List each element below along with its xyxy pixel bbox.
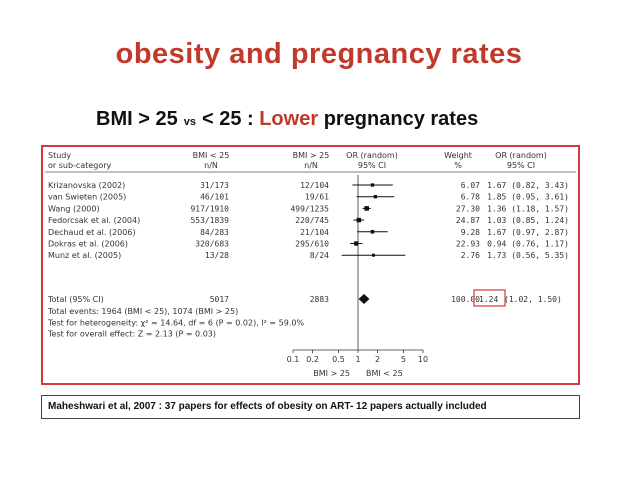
study-bmi-lt25: 917/1910	[190, 204, 229, 213]
study-bmi-lt25: 46/101	[200, 193, 229, 202]
study-weight: 6.07	[461, 181, 480, 190]
study-name: Munz et al. (2005)	[48, 251, 121, 260]
study-bmi-gt25: 499/1235	[290, 204, 329, 213]
study-or-ci: 1.67 (0.82, 3.43)	[487, 181, 569, 190]
total-or: 1.24	[479, 295, 498, 304]
study-point	[373, 195, 378, 199]
study-bmi-lt25: 13/28	[205, 251, 229, 260]
study-weight: 6.78	[461, 193, 480, 202]
study-bmi-gt25: 295/610	[295, 240, 329, 249]
study-name: Dokras et al. (2006)	[48, 240, 128, 249]
header-bmi-gt25-nN: n/N	[304, 161, 318, 170]
source-caption: Maheshwari et al, 2007 : 37 papers for e…	[41, 395, 580, 419]
header-ci-right: 95% CI	[507, 161, 535, 170]
x-tick-label: 1	[355, 355, 360, 364]
study-bmi-gt25: 12/104	[300, 181, 329, 190]
study-or-ci: 1.73 (0.56, 5.35)	[487, 251, 569, 260]
study-name: Krizanovska (2002)	[48, 181, 125, 190]
subtitle-lower: Lower	[259, 108, 319, 130]
study-bmi-gt25: 220/745	[295, 216, 329, 225]
subtitle-part2: < 25 :	[201, 108, 254, 130]
total-name: Total (95% CI)	[47, 295, 104, 304]
total-weight: 100.00	[451, 295, 480, 304]
study-or-ci: 1.85 (0.95, 3.61)	[487, 193, 569, 202]
subtitle-rest: pregnancy rates	[323, 108, 479, 130]
study-bmi-gt25: 19/61	[305, 193, 329, 202]
study-weight: 22.93	[456, 240, 480, 249]
study-name: Fedorcsak et al. (2004)	[48, 216, 140, 225]
study-bmi-gt25: 8/24	[310, 251, 329, 260]
study-name: van Swieten (2005)	[48, 193, 126, 202]
x-tick-label: 10	[418, 355, 428, 364]
forest-plot-frame: Study or sub-category BMI < 25 n/N BMI > 25 n…	[41, 145, 580, 385]
study-bmi-lt25: 553/1839	[190, 216, 229, 225]
study-bmi-lt25: 320/683	[195, 240, 229, 249]
total-bmi-gt25: 2883	[310, 295, 329, 304]
study-name: Dechaud et al. (2006)	[48, 228, 136, 237]
study-or-ci: 1.67 (0.97, 2.87)	[487, 228, 569, 237]
header-subcategory: or sub-category	[48, 161, 112, 170]
x-tick-label: 0.2	[306, 355, 319, 364]
study-name: Wang (2000)	[48, 204, 100, 213]
study-point	[370, 230, 375, 234]
study-weight: 27.30	[456, 204, 480, 213]
header-or-random-right: OR (random)	[495, 151, 547, 160]
x-label-right: BMI < 25	[366, 369, 403, 378]
study-weight: 24.87	[456, 216, 480, 225]
study-or-ci: 0.94 (0.76, 1.17)	[487, 240, 569, 249]
x-tick-label: 0.1	[287, 355, 300, 364]
study-point	[364, 206, 369, 211]
study-bmi-lt25: 31/173	[200, 181, 229, 190]
header-weight-pct: %	[454, 161, 462, 170]
study-or-ci: 1.03 (0.85, 1.24)	[487, 216, 569, 225]
header-weight: Weight	[444, 151, 472, 160]
subtitle-part1: BMI > 25	[96, 108, 178, 130]
subtitle-vs: vs	[183, 116, 196, 128]
study-weight: 2.76	[461, 251, 480, 260]
total-or-highlight	[473, 289, 506, 307]
header-or-ci: 95% CI	[358, 161, 386, 170]
study-bmi-lt25: 84/283	[200, 228, 229, 237]
header-bmi-lt25: BMI < 25	[193, 151, 230, 160]
study-weight: 9.28	[461, 228, 480, 237]
header-or-random: OR (random)	[346, 151, 398, 160]
x-tick-label: 5	[401, 355, 406, 364]
study-point	[354, 241, 359, 246]
study-bmi-gt25: 21/104	[300, 228, 329, 237]
slide-subtitle: BMI > 25 vs < 25 : Lower pregnancy rates	[96, 108, 478, 131]
summary-note: Total events: 1964 (BMI < 25), 1074 (BMI…	[47, 307, 238, 316]
study-point	[370, 183, 375, 187]
x-label-left: BMI > 25	[313, 369, 350, 378]
header-bmi-lt25-nN: n/N	[204, 161, 218, 170]
total-bmi-lt25: 5017	[210, 295, 229, 304]
summary-note: Test for heterogeneity: χ² = 14.64, df =…	[47, 318, 304, 327]
total-diamond	[358, 294, 370, 304]
x-tick-label: 2	[375, 355, 380, 364]
study-or-ci: 1.36 (1.18, 1.57)	[487, 204, 569, 213]
slide-title: obesity and pregnancy rates	[115, 38, 523, 70]
header-bmi-gt25: BMI > 25	[293, 151, 330, 160]
header-study: Study	[48, 151, 71, 160]
study-point	[371, 253, 375, 257]
study-point	[356, 217, 362, 223]
summary-note: Test for overall effect: Z = 2.13 (P = 0…	[47, 330, 216, 339]
x-tick-label: 0.5	[332, 355, 345, 364]
total-ci: (1.02, 1.50)	[504, 295, 562, 304]
